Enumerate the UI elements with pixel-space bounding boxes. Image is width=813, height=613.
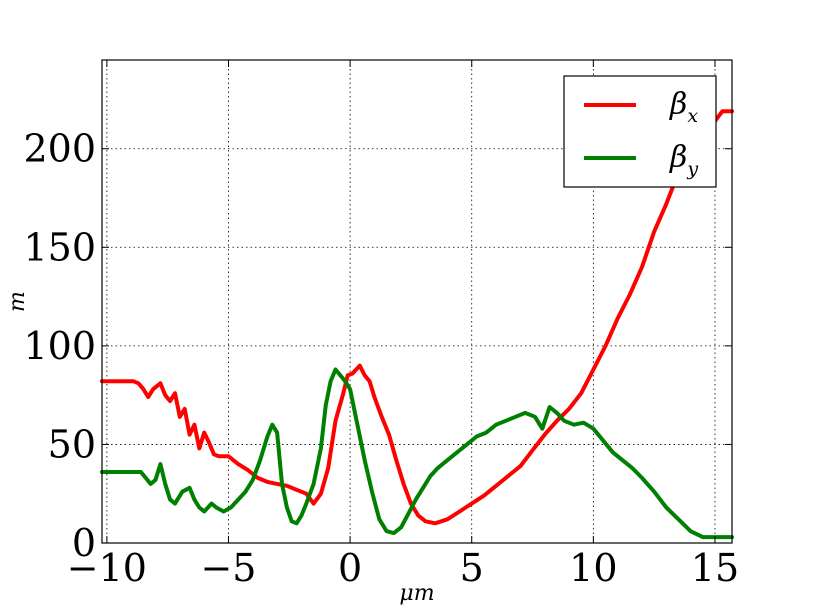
y-tick-labels: 0 50 100 150 200 bbox=[23, 127, 96, 565]
legend-label-beta-x: βx bbox=[669, 87, 698, 127]
y-axis-label: m bbox=[5, 291, 30, 312]
series-layer bbox=[100, 109, 734, 540]
x-tick-label: 10 bbox=[569, 546, 617, 590]
x-tick-label: 0 bbox=[338, 546, 362, 590]
x-tick-label: 5 bbox=[460, 546, 484, 590]
y-tick-label: 200 bbox=[23, 127, 96, 171]
x-axis-label: μm bbox=[399, 581, 434, 606]
x-tick-labels: −10 −5 0 5 10 15 bbox=[67, 546, 739, 590]
y-tick-label: 50 bbox=[48, 422, 96, 466]
y-tick-label: 150 bbox=[23, 225, 96, 269]
series-line-beta-x bbox=[100, 109, 734, 526]
legend: βx βy bbox=[563, 75, 717, 188]
y-tick-label: 100 bbox=[23, 324, 96, 368]
series-line-beta-y bbox=[100, 367, 734, 540]
ticks bbox=[102, 60, 732, 544]
legend-box bbox=[563, 75, 717, 188]
plot-frame bbox=[101, 59, 733, 544]
x-tick-label: 15 bbox=[691, 546, 739, 590]
x-tick-label: −5 bbox=[200, 546, 256, 590]
legend-label-beta-y: βy bbox=[669, 140, 698, 180]
y-tick-label: 0 bbox=[72, 521, 96, 565]
x-tick-label: −10 bbox=[67, 546, 147, 590]
